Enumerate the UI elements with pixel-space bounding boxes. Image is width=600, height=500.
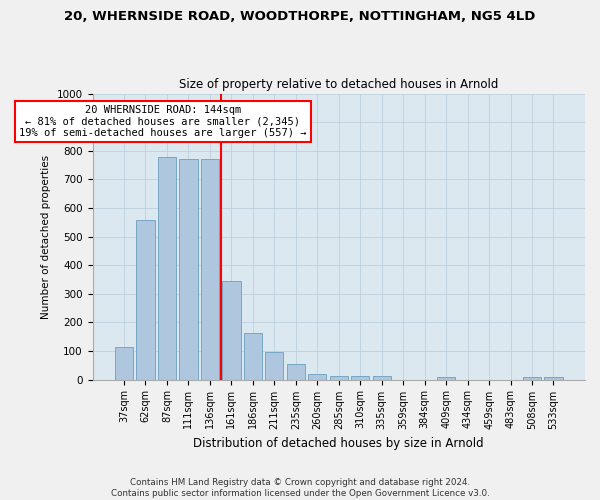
Title: Size of property relative to detached houses in Arnold: Size of property relative to detached ho… [179,78,499,91]
Bar [544,378,563,380]
Bar [222,281,241,380]
Bar [179,160,197,380]
Bar [329,376,348,380]
Bar [265,352,283,380]
Bar [244,333,262,380]
Bar [373,376,391,380]
X-axis label: Distribution of detached houses by size in Arnold: Distribution of detached houses by size … [193,437,484,450]
Bar [351,376,370,380]
Bar [136,220,155,380]
Bar [201,160,219,380]
Bar [523,378,541,380]
Bar [115,347,133,380]
Text: 20 WHERNSIDE ROAD: 144sqm
← 81% of detached houses are smaller (2,345)
19% of se: 20 WHERNSIDE ROAD: 144sqm ← 81% of detac… [19,105,307,138]
Bar [437,378,455,380]
Bar [158,157,176,380]
Text: 20, WHERNSIDE ROAD, WOODTHORPE, NOTTINGHAM, NG5 4LD: 20, WHERNSIDE ROAD, WOODTHORPE, NOTTINGH… [64,10,536,23]
Text: Contains HM Land Registry data © Crown copyright and database right 2024.
Contai: Contains HM Land Registry data © Crown c… [110,478,490,498]
Bar [308,374,326,380]
Bar [287,364,305,380]
Y-axis label: Number of detached properties: Number of detached properties [41,154,51,318]
